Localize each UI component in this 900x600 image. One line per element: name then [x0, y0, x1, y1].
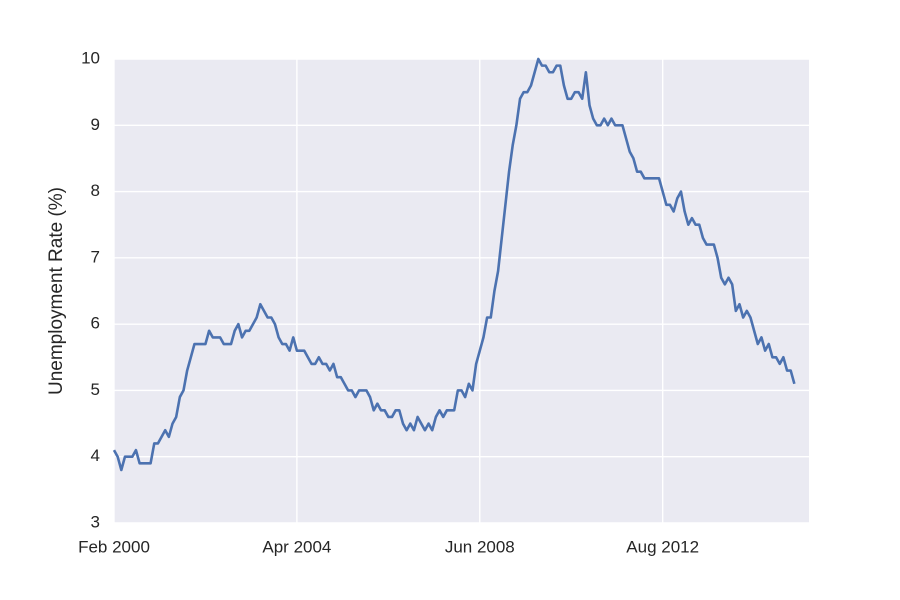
line: [112, 57, 796, 472]
x-tick-label: Aug 2012: [626, 537, 699, 556]
y-tick-label: 6: [91, 314, 100, 333]
y-tick-label: 4: [91, 446, 100, 465]
y-tick-label: 5: [91, 380, 100, 399]
y-tick-label: 3: [91, 512, 100, 531]
y-tick-label: 10: [81, 48, 100, 67]
y-tick-label: 7: [91, 247, 100, 266]
x-tick-label: Jun 2008: [445, 537, 515, 556]
y-tick-label: 8: [91, 181, 100, 200]
x-tick-label: Apr 2004: [262, 537, 331, 556]
y-tick-label: 9: [91, 115, 100, 134]
plot-area: [114, 59, 809, 523]
x-tick-label: Feb 2000: [78, 537, 150, 556]
y-axis-label: Unemployment Rate (%): [46, 187, 67, 395]
